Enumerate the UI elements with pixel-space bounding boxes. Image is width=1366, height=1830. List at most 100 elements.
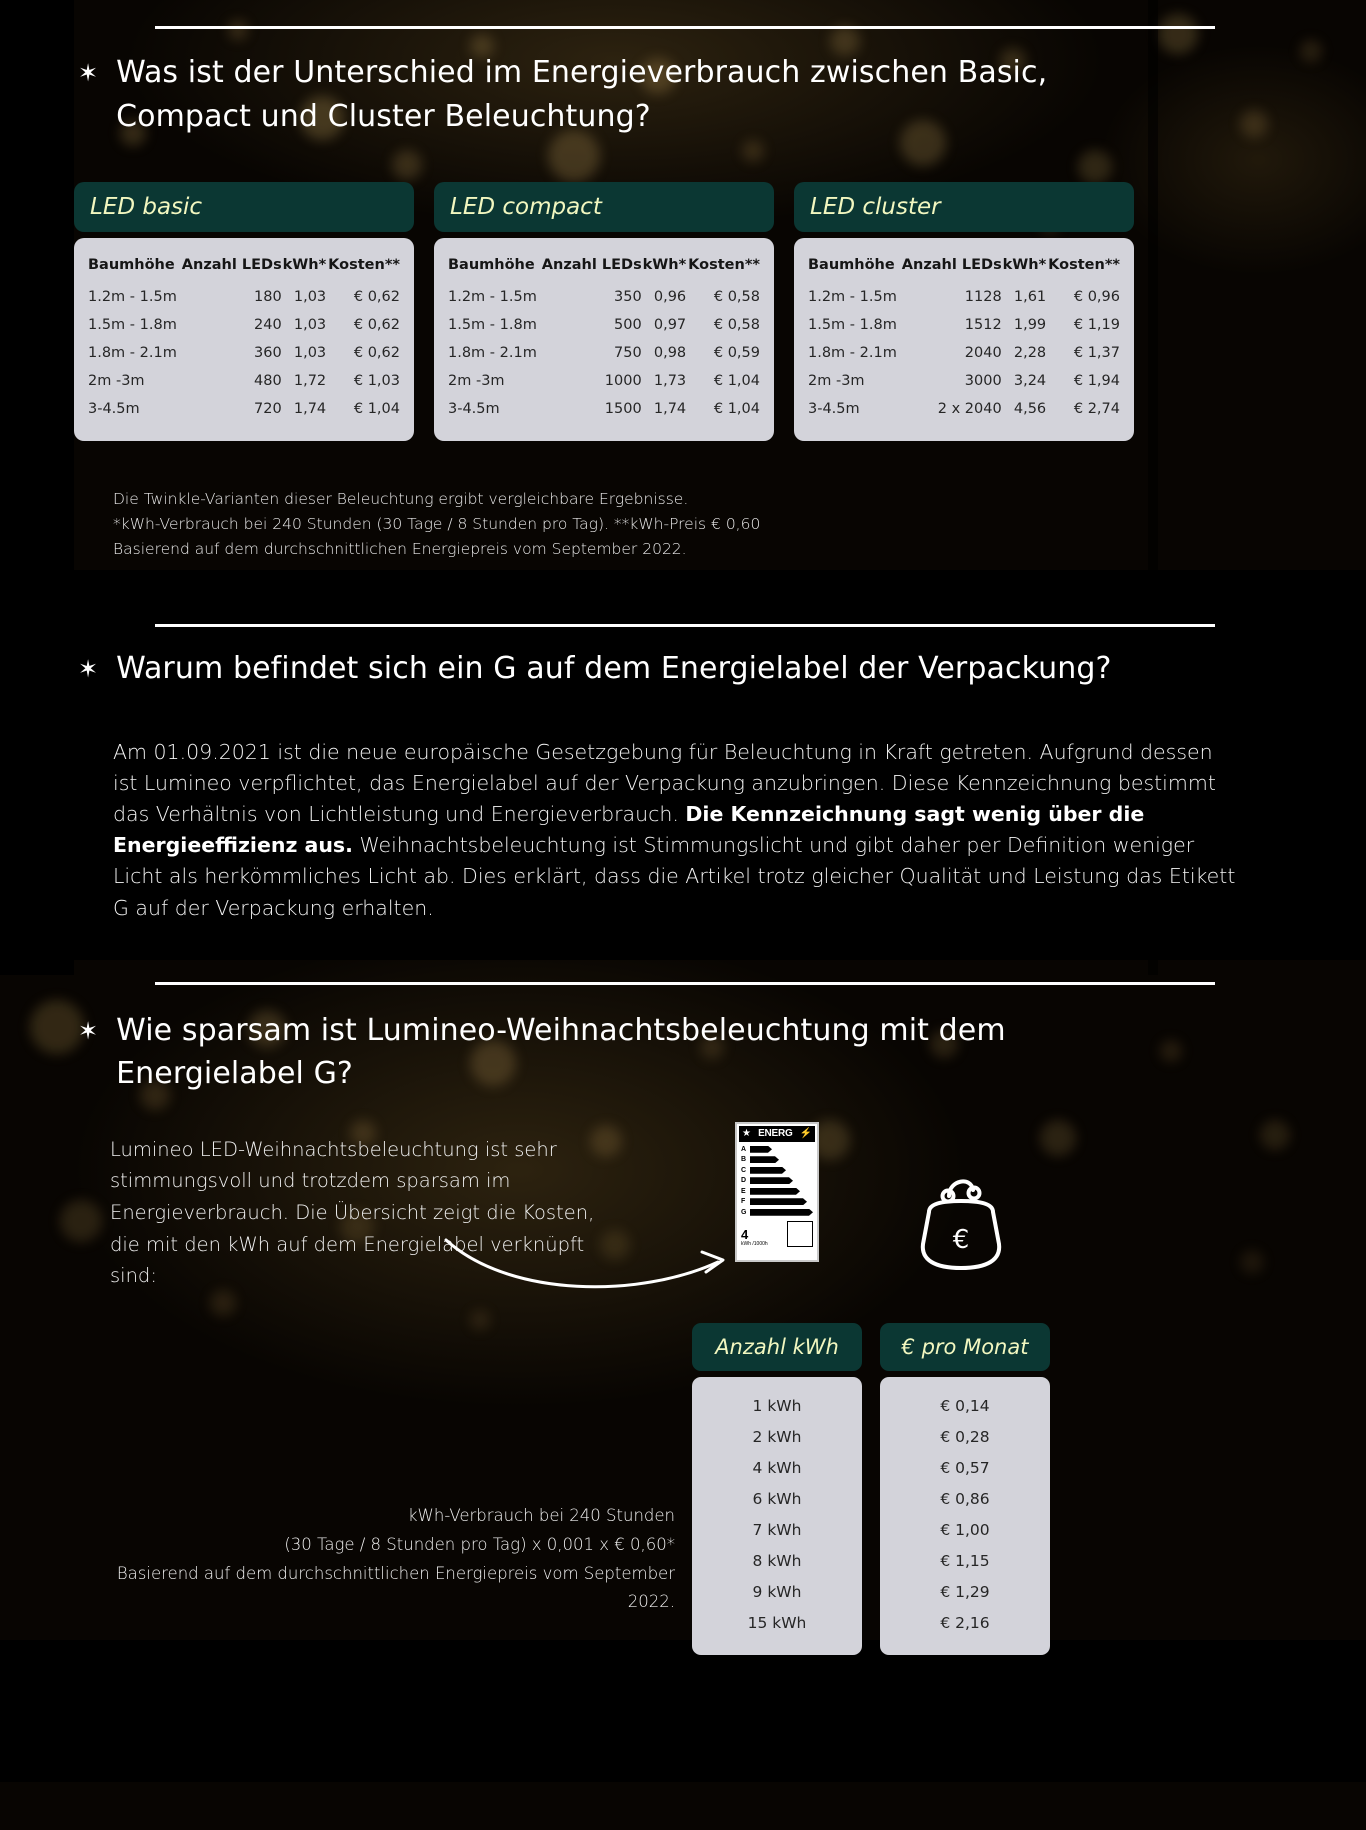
cell-kwh: 1,03: [293, 289, 327, 305]
cell-height: 1.2m - 1.5m: [448, 289, 537, 305]
cell-cost: € 1,03: [353, 373, 400, 389]
led-compact-header: LED compact: [434, 182, 774, 232]
cell-leds: 1500: [604, 401, 642, 417]
purse-icon: €: [920, 1179, 1002, 1270]
table-row: 3-4.5m 720 1,74 € 1,04: [88, 395, 400, 423]
cell-height: 1.8m - 2.1m: [808, 345, 897, 361]
cell-leds: 480: [254, 373, 282, 389]
class-letter: G: [741, 1208, 747, 1216]
col-kosten: Kosten**: [688, 257, 760, 273]
cost-header-label: € pro Monat: [901, 1334, 1029, 1359]
cost-value: € 2,16: [940, 1614, 990, 1633]
col-baumhohe: Baumhöhe: [808, 257, 895, 273]
cell-kwh: 0,96: [653, 289, 687, 305]
kwh-value: 9 kWh: [752, 1583, 802, 1602]
table-header-row: Baumhöhe Anzahl LEDs kWh* Kosten**: [448, 252, 760, 283]
cell-cost: € 0,58: [713, 317, 760, 333]
cell-leds: 720: [254, 401, 282, 417]
question-3-heading: ✶ Wie sparsam ist Lumineo-Weihnachtsbele…: [78, 1009, 1366, 1096]
cost-column: € pro Monat € 0,14 € 0,28 € 0,57 € 0,86 …: [880, 1322, 1050, 1655]
kwh-value: 6 kWh: [752, 1490, 802, 1509]
cell-cost: € 1,04: [353, 401, 400, 417]
cell-kwh: 1,99: [1013, 317, 1047, 333]
led-compact-title: LED compact: [450, 194, 602, 220]
col-kwh: kWh*: [1002, 257, 1047, 273]
cell-kwh: 4,56: [1013, 401, 1047, 417]
qr-placeholder-box: [787, 1221, 813, 1248]
cell-leds: 180: [254, 289, 282, 305]
cell-height: 2m -3m: [88, 373, 145, 389]
col-anzahl-leds: Anzahl LEDs: [901, 257, 1002, 273]
table-row: 1.8m - 2.1m 750 0,98 € 0,59: [448, 339, 760, 367]
footnote-line-2: *kWh-Verbrauch bei 240 Stunden (30 Tage …: [113, 515, 761, 534]
cell-kwh: 1,73: [653, 373, 687, 389]
col-kosten: Kosten**: [328, 257, 400, 273]
kwh-value: 4 kWh: [752, 1459, 802, 1478]
divider-middle: [155, 624, 1215, 628]
footnote-line-1: Die Twinkle-Varianten dieser Beleuchtung…: [113, 490, 689, 508]
question-3-intro: Lumineo LED-Weihnachtsbeleuchtung ist se…: [110, 1137, 595, 1288]
cell-cost: € 0,96: [1073, 289, 1120, 305]
table-row: 1.2m - 1.5m 350 0,96 € 0,58: [448, 283, 760, 311]
col-anzahl-leds: Anzahl LEDs: [181, 257, 282, 273]
energy-value: 4: [741, 1227, 749, 1243]
cell-leds: 750: [614, 345, 642, 361]
energy-label-footer: 4 kWh /1000h: [739, 1220, 815, 1250]
class-letter: D: [741, 1177, 747, 1185]
cell-cost: € 0,62: [353, 289, 400, 305]
footnotes-block: Die Twinkle-Varianten dieser Beleuchtung…: [0, 487, 1366, 562]
cell-leds: 1512: [964, 317, 1002, 333]
cell-kwh: 1,74: [653, 401, 687, 417]
cell-kwh: 2,28: [1013, 345, 1047, 361]
divider-top: [155, 26, 1215, 29]
table-row: 1.8m - 2.1m 2040 2,28 € 1,37: [808, 339, 1120, 367]
cost-value: € 1,00: [940, 1521, 990, 1540]
led-basic-card: LED basic Baumhöhe Anzahl LEDs kWh* Kost…: [74, 182, 414, 441]
energy-class-row: A: [741, 1145, 813, 1154]
col-baumhohe: Baumhöhe: [88, 257, 175, 273]
cell-leds: 500: [614, 317, 642, 333]
cell-cost: € 1,04: [713, 401, 760, 417]
energy-class-bars: A B C D E F G: [739, 1141, 815, 1221]
class-letter: F: [741, 1198, 746, 1206]
table-row: 2m -3m 1000 1,73 € 1,04: [448, 367, 760, 395]
cell-cost: € 0,62: [353, 345, 400, 361]
kwh-value: 8 kWh: [752, 1552, 802, 1571]
kwh-cost-table: Anzahl kWh 1 kWh 2 kWh 4 kWh 6 kWh 7 kWh…: [692, 1322, 1050, 1655]
cell-cost: € 1,37: [1073, 345, 1120, 361]
energy-class-row: D: [741, 1176, 813, 1185]
kwh-value: 15 kWh: [747, 1614, 807, 1633]
cell-height: 1.8m - 2.1m: [448, 345, 537, 361]
col-kwh: kWh*: [642, 257, 687, 273]
cost-value: € 1,15: [940, 1552, 990, 1571]
question-3-title: Wie sparsam ist Lumineo-Weihnachtsbeleuc…: [116, 1012, 1006, 1092]
led-compact-body: Baumhöhe Anzahl LEDs kWh* Kosten** 1.2m …: [434, 238, 774, 441]
cell-leds: 1128: [964, 289, 1002, 305]
cell-kwh: 3,24: [1013, 373, 1047, 389]
euro-symbol: €: [953, 1225, 970, 1255]
cell-kwh: 1,03: [293, 317, 327, 333]
class-letter: E: [741, 1187, 746, 1195]
cell-leds: 2 x 2040: [937, 401, 1002, 417]
cell-cost: € 1,19: [1073, 317, 1120, 333]
cell-kwh: 1,61: [1013, 289, 1047, 305]
cost-value: € 0,57: [940, 1459, 990, 1478]
energy-class-row: G: [741, 1208, 813, 1217]
energy-unit: kWh /1000h: [741, 1241, 768, 1248]
cell-height: 2m -3m: [448, 373, 505, 389]
led-compact-table: Baumhöhe Anzahl LEDs kWh* Kosten** 1.2m …: [448, 252, 760, 423]
energy-class-row: F: [741, 1197, 813, 1206]
cell-leds: 350: [614, 289, 642, 305]
col-kosten: Kosten**: [1048, 257, 1120, 273]
led-basic-title: LED basic: [90, 194, 203, 220]
eu-energy-label: ★ ENERG ⚡ A B C D E F G 4 kWh /1000h: [735, 1121, 819, 1262]
table-row: 3-4.5m 2 x 2040 4,56 € 2,74: [808, 395, 1120, 423]
table-header-row: Baumhöhe Anzahl LEDs kWh* Kosten**: [88, 252, 400, 283]
cell-height: 1.2m - 1.5m: [88, 289, 177, 305]
cost-column-body: € 0,14 € 0,28 € 0,57 € 0,86 € 1,00 € 1,1…: [880, 1376, 1050, 1655]
table-row: 1.5m - 1.8m 240 1,03 € 0,62: [88, 311, 400, 339]
led-basic-header: LED basic: [74, 182, 414, 232]
class-letter: C: [741, 1166, 747, 1174]
calc-note-line-2: (30 Tage / 8 Stunden pro Tag) x 0,001 x …: [284, 1534, 675, 1554]
cost-value: € 1,29: [940, 1583, 990, 1602]
